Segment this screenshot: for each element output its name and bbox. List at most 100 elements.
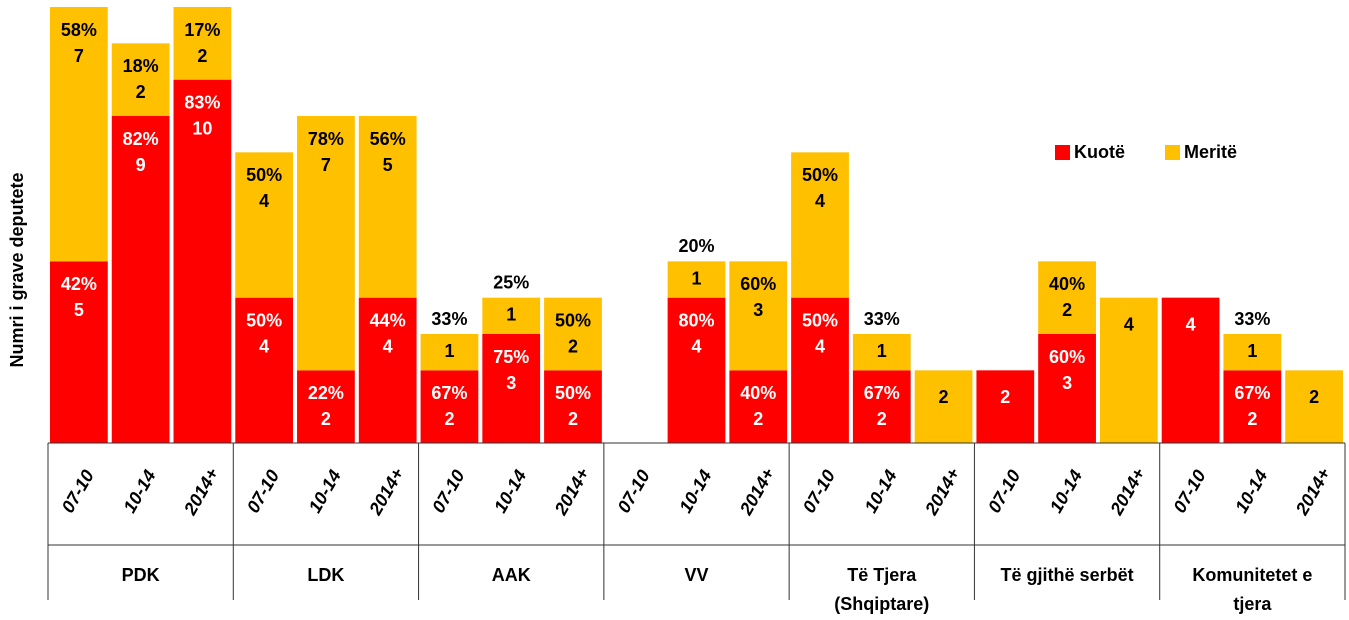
share-label: 20% bbox=[678, 236, 714, 256]
value-label: 2 bbox=[939, 387, 949, 407]
x-tick-label: 07-10 bbox=[1169, 466, 1209, 516]
share-label: 50% bbox=[246, 310, 282, 330]
x-tick-label: 2014+ bbox=[1106, 464, 1149, 519]
legend-label: Meritë bbox=[1184, 142, 1237, 162]
share-label: 44% bbox=[370, 310, 406, 330]
bar-segment bbox=[791, 152, 849, 298]
group-label: Të Tjera bbox=[847, 565, 917, 585]
x-tick-label: 07-10 bbox=[428, 466, 468, 516]
value-label: 1 bbox=[1247, 341, 1257, 361]
x-tick-label: 10-14 bbox=[1046, 466, 1086, 516]
bar-segment bbox=[297, 116, 355, 371]
share-label: 50% bbox=[555, 310, 591, 330]
value-label: 10 bbox=[192, 118, 212, 138]
bar-segment bbox=[420, 370, 479, 443]
bar-segment bbox=[852, 334, 911, 371]
group-label: VV bbox=[684, 565, 708, 585]
share-label: 50% bbox=[246, 165, 282, 185]
x-tick-label: 10-14 bbox=[1231, 466, 1271, 516]
value-label: 2 bbox=[197, 46, 207, 66]
share-label: 82% bbox=[123, 129, 159, 149]
share-label: 33% bbox=[864, 309, 900, 329]
bar-segment bbox=[667, 297, 726, 443]
group-label: LDK bbox=[307, 565, 344, 585]
bar-segment bbox=[235, 152, 294, 298]
value-label: 9 bbox=[136, 155, 146, 175]
value-label: 4 bbox=[259, 336, 269, 356]
value-label: 4 bbox=[1186, 314, 1196, 334]
x-tick-label: 10-14 bbox=[305, 466, 345, 516]
x-tick-label: 07-10 bbox=[58, 466, 98, 516]
bar-segment bbox=[1285, 370, 1343, 443]
legend-swatch bbox=[1055, 145, 1070, 160]
group-label: (Shqiptare) bbox=[834, 594, 929, 614]
value-label: 2 bbox=[1000, 387, 1010, 407]
bar-segment bbox=[1038, 261, 1096, 334]
value-label: 2 bbox=[1247, 409, 1257, 429]
bar-segment bbox=[358, 297, 417, 443]
bar-segment bbox=[50, 261, 108, 443]
value-label: 4 bbox=[383, 336, 393, 356]
share-label: 42% bbox=[61, 274, 97, 294]
value-label: 3 bbox=[1062, 373, 1072, 393]
value-label: 2 bbox=[1062, 300, 1072, 320]
bar-segment bbox=[50, 7, 108, 262]
x-tick-label: 2014+ bbox=[735, 464, 778, 519]
x-tick-label: 07-10 bbox=[243, 466, 283, 516]
x-tick-label: 10-14 bbox=[675, 466, 715, 516]
value-label: 2 bbox=[1309, 387, 1319, 407]
bar-segment bbox=[1038, 334, 1096, 443]
share-label: 83% bbox=[184, 92, 220, 112]
bar-segment bbox=[1099, 297, 1158, 443]
bar-segment bbox=[482, 297, 541, 334]
share-label: 60% bbox=[1049, 347, 1085, 367]
value-label: 5 bbox=[383, 155, 393, 175]
share-label: 60% bbox=[740, 274, 776, 294]
bar-segment bbox=[544, 297, 602, 371]
bar-segment bbox=[297, 370, 355, 443]
bar-segment bbox=[358, 116, 417, 298]
group-label: AAK bbox=[492, 565, 531, 585]
value-label: 1 bbox=[506, 305, 516, 325]
share-label: 50% bbox=[802, 310, 838, 330]
bar-segment bbox=[1161, 297, 1220, 443]
legend-swatch bbox=[1165, 145, 1180, 160]
value-label: 4 bbox=[815, 191, 825, 211]
share-label: 25% bbox=[493, 272, 529, 292]
x-tick-label: 2014+ bbox=[1291, 464, 1334, 519]
bar-segment bbox=[420, 334, 479, 371]
legend-label: Kuotë bbox=[1074, 142, 1125, 162]
x-tick-label: 2014+ bbox=[921, 464, 964, 519]
value-label: 2 bbox=[321, 409, 331, 429]
share-label: 50% bbox=[555, 383, 591, 403]
share-label: 33% bbox=[431, 309, 467, 329]
value-label: 7 bbox=[74, 46, 84, 66]
value-label: 3 bbox=[506, 373, 516, 393]
value-label: 3 bbox=[753, 300, 763, 320]
value-label: 2 bbox=[753, 409, 763, 429]
bar-segment bbox=[729, 370, 788, 443]
value-label: 4 bbox=[815, 336, 825, 356]
value-label: 4 bbox=[259, 191, 269, 211]
share-label: 80% bbox=[678, 310, 714, 330]
group-label: Të gjithë serbët bbox=[1001, 565, 1134, 585]
bar-segment bbox=[791, 297, 849, 443]
share-label: 56% bbox=[370, 129, 406, 149]
share-label: 58% bbox=[61, 20, 97, 40]
value-label: 1 bbox=[691, 268, 701, 288]
bar-segment bbox=[173, 79, 232, 444]
group-label: tjera bbox=[1233, 594, 1272, 614]
value-label: 7 bbox=[321, 155, 331, 175]
share-label: 67% bbox=[431, 383, 467, 403]
bar-segment bbox=[667, 261, 726, 298]
share-label: 75% bbox=[493, 347, 529, 367]
bar-segment bbox=[544, 370, 602, 443]
value-label: 4 bbox=[1124, 314, 1134, 334]
share-label: 40% bbox=[740, 383, 776, 403]
bar-segment bbox=[482, 334, 541, 443]
x-tick-label: 07-10 bbox=[613, 466, 653, 516]
bar-segment bbox=[111, 43, 170, 117]
x-tick-label: 07-10 bbox=[984, 466, 1024, 516]
share-label: 50% bbox=[802, 165, 838, 185]
